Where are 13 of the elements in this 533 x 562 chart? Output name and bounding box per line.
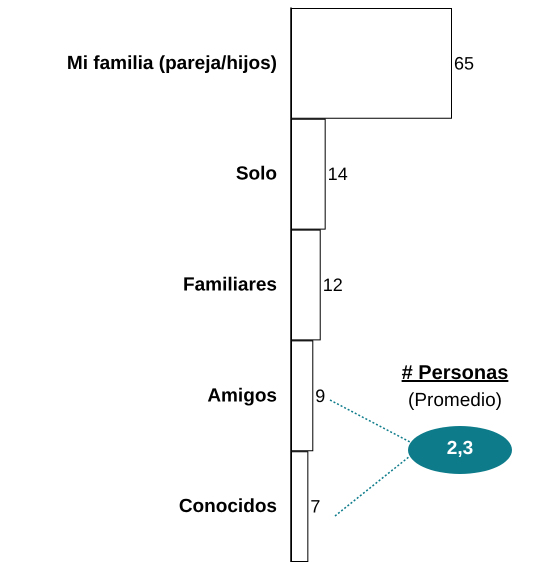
annotation: (Promedio) [407,390,503,412]
y-tick-label: Mi familia (pareja/hijos) [66,52,277,74]
y-tick-label: Conocidos [178,496,277,518]
data-label: 14 [328,164,348,184]
data-label: 12 [322,275,343,295]
annotation: # Personas [400,362,510,385]
data-label: 9 [315,386,326,406]
data-label: 65 [454,53,474,74]
y-tick-label: Amigos [207,385,277,406]
y-tick-label: Familiares [183,274,277,296]
data-label: 7 [310,496,320,517]
y-tick-label: Solo [236,164,277,185]
annotation: 2,3 [446,438,474,460]
